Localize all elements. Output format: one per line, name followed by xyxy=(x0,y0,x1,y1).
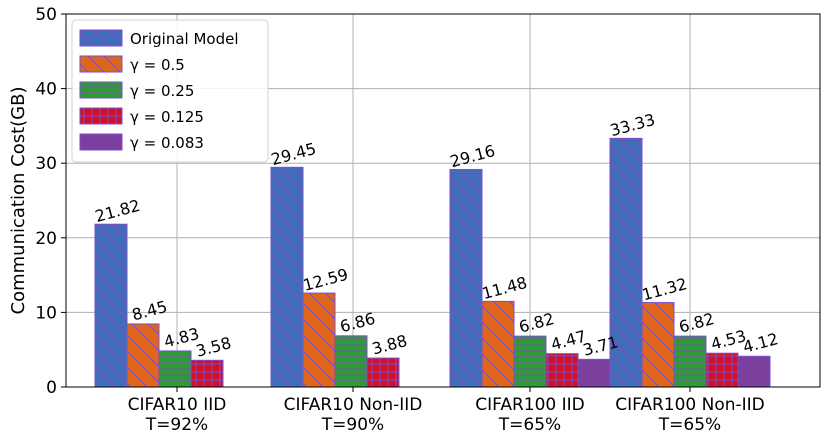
bar-hatch xyxy=(514,336,546,387)
x-tick-label: T=65% xyxy=(498,415,561,435)
bar-hatch xyxy=(335,335,367,387)
data-label: 12.59 xyxy=(301,265,350,295)
y-tick-label: 0 xyxy=(46,378,57,398)
bar-hatch xyxy=(303,293,335,387)
x-tick-label: CIFAR100 Non-IID xyxy=(615,395,765,415)
x-tick-label: CIFAR10 IID xyxy=(128,395,227,415)
data-label: 29.45 xyxy=(269,139,318,169)
legend-label: Original Model xyxy=(130,30,239,48)
bar-hatch xyxy=(191,360,223,387)
data-label: 6.82 xyxy=(517,309,556,337)
bar-hatch xyxy=(159,350,191,387)
legend-label: γ = 0.125 xyxy=(130,108,204,126)
bar-hatch xyxy=(95,224,127,387)
bars xyxy=(94,137,771,388)
legend-label: γ = 0.25 xyxy=(130,82,194,100)
data-label: 3.88 xyxy=(370,331,409,359)
y-axis-label: Communication Cost(GB) xyxy=(8,87,29,315)
y-tick-label: 30 xyxy=(35,154,57,174)
legend-swatch-hatch xyxy=(80,30,122,46)
bar xyxy=(577,358,611,388)
data-label: 29.16 xyxy=(448,141,497,171)
legend-swatch xyxy=(79,133,123,151)
legend-swatch-hatch xyxy=(80,82,122,98)
legend-swatch-hatch xyxy=(80,56,122,72)
x-tick-label: T=90% xyxy=(321,415,384,435)
bar-hatch xyxy=(610,138,642,387)
bar-hatch xyxy=(642,302,674,387)
legend-label: γ = 0.083 xyxy=(130,134,204,152)
bar-hatch xyxy=(674,336,706,387)
bar-hatch xyxy=(450,169,482,387)
bar-hatch xyxy=(127,323,159,387)
data-label: 33.33 xyxy=(608,110,657,140)
data-label: 6.82 xyxy=(677,309,716,337)
data-label: 21.82 xyxy=(93,196,142,226)
plot-frame xyxy=(65,13,821,388)
y-tick-label: 20 xyxy=(35,229,57,249)
legend: Original Model γ = 0.5 γ = 0.25 γ = 0.125 γ … xyxy=(71,19,269,163)
y-tick-label: 10 xyxy=(35,303,57,323)
bar-hatch xyxy=(546,353,578,387)
data-label: 8.45 xyxy=(130,297,169,325)
y-tick-label: 40 xyxy=(35,80,57,100)
data-label: 11.48 xyxy=(480,273,529,303)
bar xyxy=(737,355,771,388)
x-tick-label: CIFAR10 Non-IID xyxy=(284,395,423,415)
legend-label: γ = 0.5 xyxy=(130,56,185,74)
x-tick-label: T=92% xyxy=(145,415,208,435)
x-tick-label: T=65% xyxy=(658,415,721,435)
data-label: 11.32 xyxy=(640,274,689,304)
bar-hatch xyxy=(367,358,399,387)
bar-hatch xyxy=(482,301,514,387)
bar-hatch xyxy=(271,167,303,387)
data-label: 4.12 xyxy=(741,329,780,357)
legend-swatch-hatch xyxy=(80,108,122,124)
x-tick-label: CIFAR100 IID xyxy=(475,395,585,415)
bar-hatch xyxy=(706,353,738,387)
y-tick-label: 50 xyxy=(35,5,57,25)
